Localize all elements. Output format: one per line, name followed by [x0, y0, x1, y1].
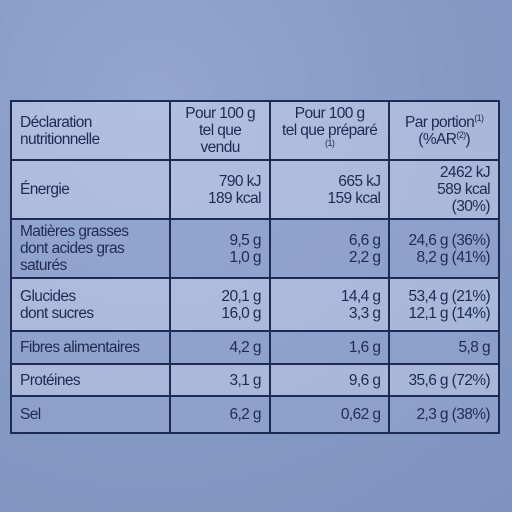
cell-value: 189 kcal	[207, 189, 262, 207]
cell-value: 1,0 g	[229, 248, 261, 266]
table-cell: 9,5 g 1,0 g	[169, 218, 271, 279]
table-row: Fibres alimentaires 4,2 g 1,6 g 5,8 g	[9, 330, 500, 365]
table-cell: 24,6 g (36%) 8,2 g (41%)	[388, 218, 500, 279]
header-text: Pour 100 g	[294, 105, 365, 122]
table-cell: 665 kJ 159 kcal	[268, 159, 391, 220]
row-label: Énergie	[20, 181, 70, 198]
cell-value: 6,6 g	[348, 231, 381, 249]
table-cell: Matières grasses dont acides gras saturés	[9, 218, 172, 279]
table-cell: 3,1 g	[169, 363, 271, 397]
row-label: dont sucres	[20, 304, 94, 322]
table-cell: 9,6 g	[268, 363, 391, 397]
cell-value: 9,5 g	[229, 231, 261, 249]
cell-value: 0,62 g	[340, 406, 381, 423]
header-text: Par portion	[404, 113, 475, 131]
nutrition-table: Déclaration nutritionnelle Pour 100 g te…	[9, 100, 500, 434]
cell-value: 20,1 g	[221, 287, 261, 305]
cell-value: 3,3 g	[348, 304, 381, 322]
cell-value: 589 kcal (30%)	[437, 181, 491, 215]
table-cell: Fibres alimentaires	[9, 330, 172, 365]
table-cell: Énergie	[9, 159, 172, 220]
row-label: dont acides gras saturés	[20, 240, 125, 274]
table-row: Sel 6,2 g 0,62 g 2,3 g (38%)	[9, 395, 500, 434]
cell-value: 5,8 g	[458, 339, 491, 356]
header-cell: Pour 100 g tel que vendu	[169, 100, 271, 161]
table-cell: 5,8 g	[388, 330, 500, 365]
table-row: Protéines 3,1 g 9,6 g 35,6 g (72%)	[9, 363, 500, 397]
row-label: Sel	[20, 406, 41, 423]
table-cell: 53,4 g (21%) 12,1 g (14%)	[388, 277, 500, 332]
cell-value: 2462 kJ	[439, 164, 491, 181]
row-label: Protéines	[20, 371, 81, 389]
table-cell: 4,2 g	[169, 330, 271, 365]
cell-value: 8,2 g (41%)	[416, 248, 490, 266]
row-label: Glucides	[20, 287, 76, 305]
table-cell: Protéines	[9, 363, 172, 397]
cell-value: 53,4 g (21%)	[408, 287, 490, 305]
table-row: Glucides dont sucres 20,1 g 16,0 g 14,4 g 3,3…	[9, 277, 500, 332]
header-text: tel que vendu	[198, 122, 242, 156]
header-text: nutritionnelle	[20, 130, 100, 148]
cell-value: 3,1 g	[229, 371, 261, 389]
footnote-mark: (1)	[325, 138, 335, 148]
header-cell: Déclaration nutritionnelle	[9, 100, 172, 161]
cell-value: 665 kJ	[338, 172, 381, 190]
cell-value: 159 kcal	[327, 189, 381, 207]
header-text: Déclaration	[20, 113, 92, 131]
table-row: Énergie 790 kJ 189 kcal 665 kJ 159 kcal 2462 …	[9, 159, 500, 220]
table-cell: 790 kJ 189 kcal	[169, 159, 271, 220]
cell-value: 9,6 g	[348, 371, 381, 389]
footnote-mark: (1)	[474, 112, 484, 123]
header-text: tel que préparé	[282, 122, 378, 139]
cell-value: 16,0 g	[221, 304, 261, 322]
cell-value: 14,4 g	[340, 287, 381, 305]
table-cell: 20,1 g 16,0 g	[169, 277, 271, 332]
row-label: Matières grasses	[20, 223, 129, 240]
cell-value: 35,6 g (72%)	[408, 371, 490, 389]
cell-value: 12,1 g (14%)	[408, 304, 490, 322]
table-cell: 1,6 g	[268, 330, 391, 365]
header-cell: Pour 100 g tel que préparé (1)	[268, 100, 391, 161]
table-row: Matières grasses dont acides gras saturés…	[9, 218, 500, 279]
header-cell: Par portion(1) (%AR(2))	[388, 100, 500, 161]
cell-value: 4,2 g	[229, 339, 261, 356]
cell-value: 6,2 g	[229, 406, 261, 423]
header-row: Déclaration nutritionnelle Pour 100 g te…	[9, 100, 500, 161]
header-text: Pour 100 g	[185, 105, 256, 122]
table-cell: 14,4 g 3,3 g	[268, 277, 391, 332]
cell-value: 790 kJ	[218, 172, 262, 190]
table-cell: Sel	[9, 395, 172, 434]
cell-value: 2,3 g (38%)	[416, 406, 490, 423]
table-cell: 2,3 g (38%)	[388, 395, 500, 434]
table-cell: Glucides dont sucres	[9, 277, 172, 332]
table-cell: 6,6 g 2,2 g	[268, 218, 391, 279]
header-text: )	[465, 130, 471, 148]
table-cell: 0,62 g	[268, 395, 391, 434]
table-cell: 35,6 g (72%)	[388, 363, 500, 397]
row-label: Fibres alimentaires	[20, 339, 140, 356]
table-cell: 2462 kJ 589 kcal (30%)	[388, 159, 500, 220]
cell-value: 24,6 g (36%)	[408, 231, 490, 249]
header-text: (%AR	[418, 130, 457, 148]
cell-value: 2,2 g	[348, 248, 381, 266]
cell-value: 1,6 g	[348, 339, 381, 356]
footnote-mark: (2)	[456, 129, 466, 140]
table-cell: 6,2 g	[169, 395, 271, 434]
